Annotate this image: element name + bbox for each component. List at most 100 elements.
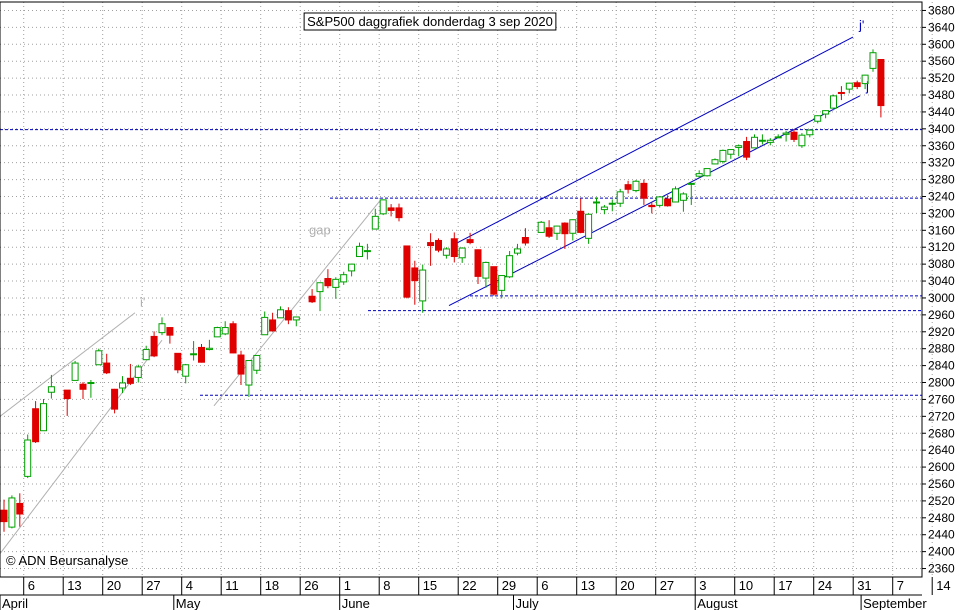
- x-tick-label: 18: [265, 578, 279, 593]
- candle: [8, 495, 16, 529]
- candle: [387, 204, 395, 217]
- candle-body: [403, 245, 411, 298]
- month-label: September: [863, 596, 927, 610]
- candle: [363, 243, 371, 260]
- x-tick-label: 20: [107, 578, 121, 593]
- y-tick-label: 2480: [928, 511, 955, 525]
- y-tick-label: 2400: [928, 545, 955, 559]
- candle: [577, 198, 585, 234]
- axes: 2360240024402480252025602600264026802720…: [0, 1, 955, 610]
- y-tick-label: 2560: [928, 477, 955, 491]
- candle: [695, 170, 703, 178]
- candle: [205, 339, 213, 351]
- candle: [32, 401, 40, 443]
- candle-body: [474, 249, 482, 277]
- candle-body: [537, 221, 545, 233]
- x-tick-label: 29: [502, 578, 516, 593]
- candle: [482, 261, 490, 288]
- y-tick-label: 2680: [928, 426, 955, 440]
- candle-body: [150, 335, 158, 357]
- candle-body: [205, 347, 213, 351]
- candle-body: [16, 502, 24, 515]
- candle-body: [608, 202, 616, 205]
- candle-body: [237, 354, 245, 375]
- x-tick-label: 22: [462, 578, 476, 593]
- x-tick-label: 10: [739, 578, 753, 593]
- candle: [600, 204, 608, 215]
- y-tick-label: 3120: [928, 240, 955, 254]
- candle-body: [119, 382, 126, 389]
- candle-body: [798, 134, 806, 147]
- candle-body: [506, 255, 514, 278]
- candle-body: [458, 247, 466, 259]
- candle: [47, 374, 55, 399]
- candle: [648, 201, 656, 214]
- candle-body: [166, 327, 174, 336]
- candle: [379, 199, 387, 216]
- candle-body: [561, 222, 569, 235]
- candle-body: [221, 327, 229, 335]
- candle: [126, 363, 134, 386]
- copyright-label: © ADN Beursanalyse: [6, 553, 128, 568]
- x-tick-label: 20: [620, 578, 634, 593]
- y-tick-label: 3000: [928, 291, 955, 305]
- candle: [340, 271, 348, 285]
- candle-body: [830, 95, 837, 109]
- y-tick-label: 2840: [928, 359, 955, 373]
- candle-body: [427, 242, 435, 247]
- candle-body: [845, 82, 853, 90]
- candle-body: [348, 263, 356, 272]
- candle: [0, 499, 8, 532]
- candle-body: [585, 213, 593, 239]
- y-tick-label: 2440: [928, 528, 955, 542]
- candle-body: [190, 353, 198, 356]
- candle: [498, 275, 506, 299]
- candle-body: [79, 383, 87, 390]
- y-tick-label: 3560: [928, 54, 955, 68]
- faint-channel-upper: [0, 312, 136, 417]
- candle-body: [569, 219, 577, 234]
- x-tick-label: 14: [936, 578, 950, 593]
- y-tick-label: 3480: [928, 88, 955, 102]
- y-tick-label: 3240: [928, 189, 955, 203]
- month-label: April: [2, 596, 28, 610]
- y-tick-label: 3160: [928, 223, 955, 237]
- candle-body: [253, 354, 261, 371]
- month-label: August: [697, 596, 738, 610]
- month-label: May: [176, 596, 201, 610]
- candle-body: [158, 323, 166, 334]
- candle: [71, 360, 79, 381]
- candle: [190, 341, 198, 361]
- candle: [403, 245, 411, 299]
- candle: [774, 134, 782, 139]
- candle-body: [71, 362, 79, 381]
- x-tick-label: 11: [225, 578, 239, 593]
- candle: [521, 228, 529, 246]
- candle-body: [695, 173, 703, 177]
- candle-body: [284, 310, 292, 321]
- candle-body: [774, 136, 782, 139]
- candle: [466, 232, 474, 245]
- y-tick-label: 3680: [928, 3, 955, 17]
- x-tick-label: 31: [857, 578, 871, 593]
- candle: [545, 220, 553, 238]
- x-tick-label: 1: [344, 578, 351, 593]
- candle: [442, 247, 450, 259]
- candle: [790, 129, 798, 142]
- candle: [324, 269, 332, 289]
- candle-body: [213, 327, 221, 338]
- candle: [664, 195, 672, 207]
- candle-body: [766, 139, 774, 143]
- candle-body: [8, 497, 16, 528]
- candle: [569, 219, 577, 241]
- candle: [687, 182, 695, 205]
- candle-body: [656, 196, 664, 206]
- candle: [616, 188, 624, 208]
- y-tick-label: 2960: [928, 308, 955, 322]
- candle-body: [198, 346, 205, 363]
- candle-body: [521, 236, 529, 244]
- x-tick-label: 6: [541, 578, 548, 593]
- candle: [861, 74, 869, 90]
- candle-body: [261, 316, 269, 336]
- candle: [332, 277, 340, 299]
